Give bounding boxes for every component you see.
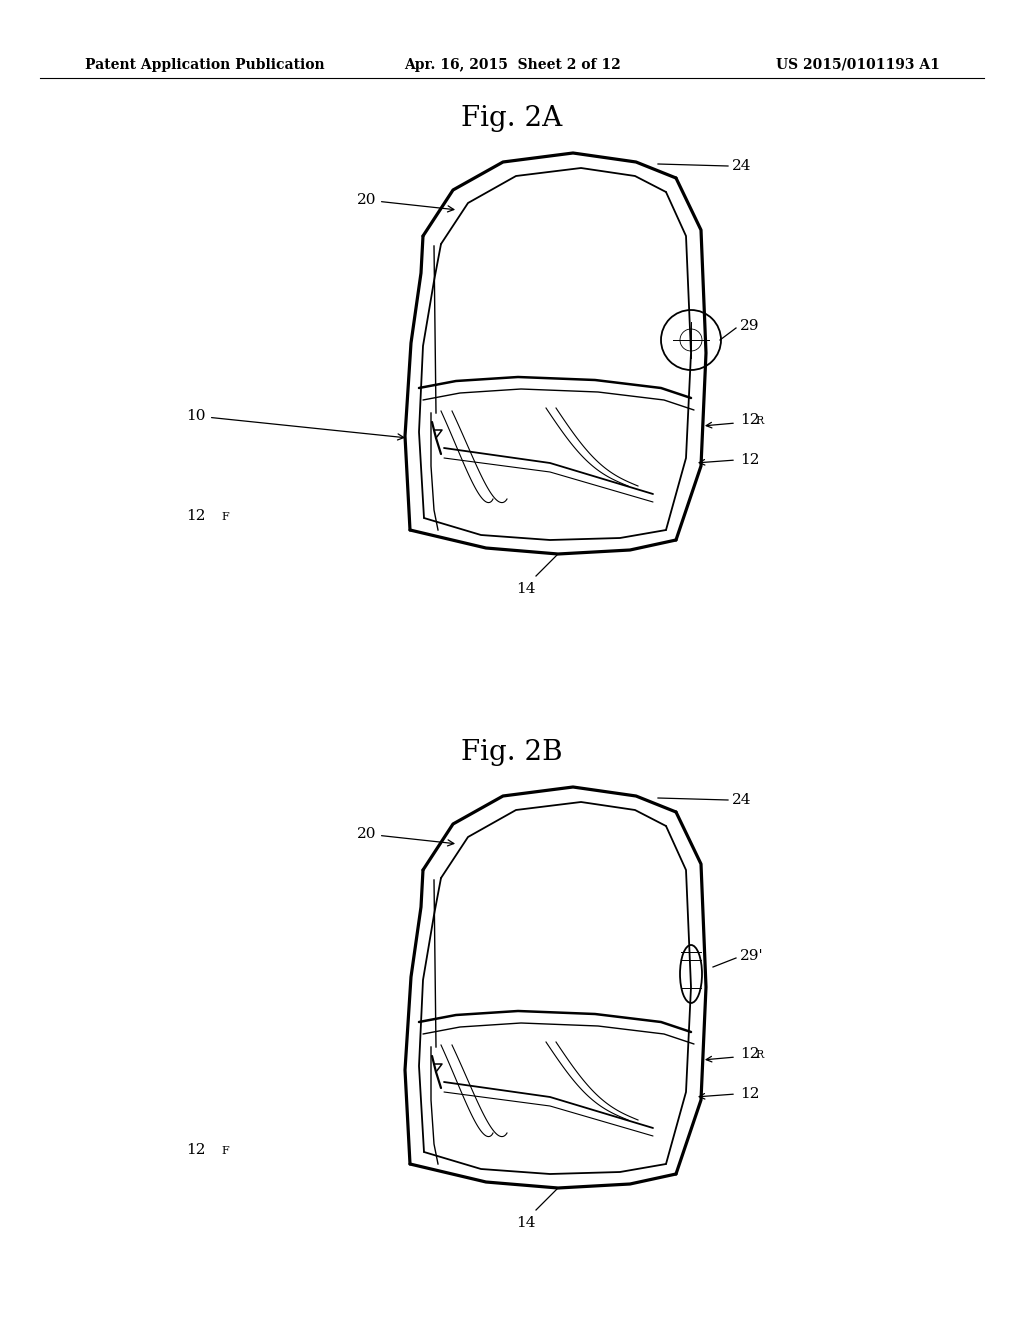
Text: 14: 14 [516, 582, 536, 597]
Text: 12: 12 [186, 1143, 206, 1158]
Text: 10: 10 [186, 409, 403, 440]
Text: 24: 24 [732, 158, 752, 173]
Text: Apr. 16, 2015  Sheet 2 of 12: Apr. 16, 2015 Sheet 2 of 12 [403, 58, 621, 73]
Text: R: R [755, 416, 763, 426]
Text: 14: 14 [516, 1216, 536, 1230]
Text: Patent Application Publication: Patent Application Publication [85, 58, 325, 73]
Text: 12: 12 [740, 453, 760, 467]
Text: Fig. 2A: Fig. 2A [462, 104, 562, 132]
Text: 12: 12 [740, 413, 760, 426]
Text: F: F [221, 512, 228, 521]
Text: 20: 20 [356, 828, 454, 846]
Text: 12: 12 [740, 1047, 760, 1061]
Text: 20: 20 [356, 193, 454, 213]
Text: R: R [755, 1049, 763, 1060]
Text: US 2015/0101193 A1: US 2015/0101193 A1 [776, 58, 940, 73]
Text: 29': 29' [740, 949, 764, 964]
Text: F: F [221, 1146, 228, 1156]
Text: 24: 24 [732, 793, 752, 807]
Text: 12: 12 [740, 1086, 760, 1101]
Text: 29: 29 [740, 319, 760, 333]
Text: 12: 12 [186, 510, 206, 523]
Text: Fig. 2B: Fig. 2B [461, 738, 563, 766]
